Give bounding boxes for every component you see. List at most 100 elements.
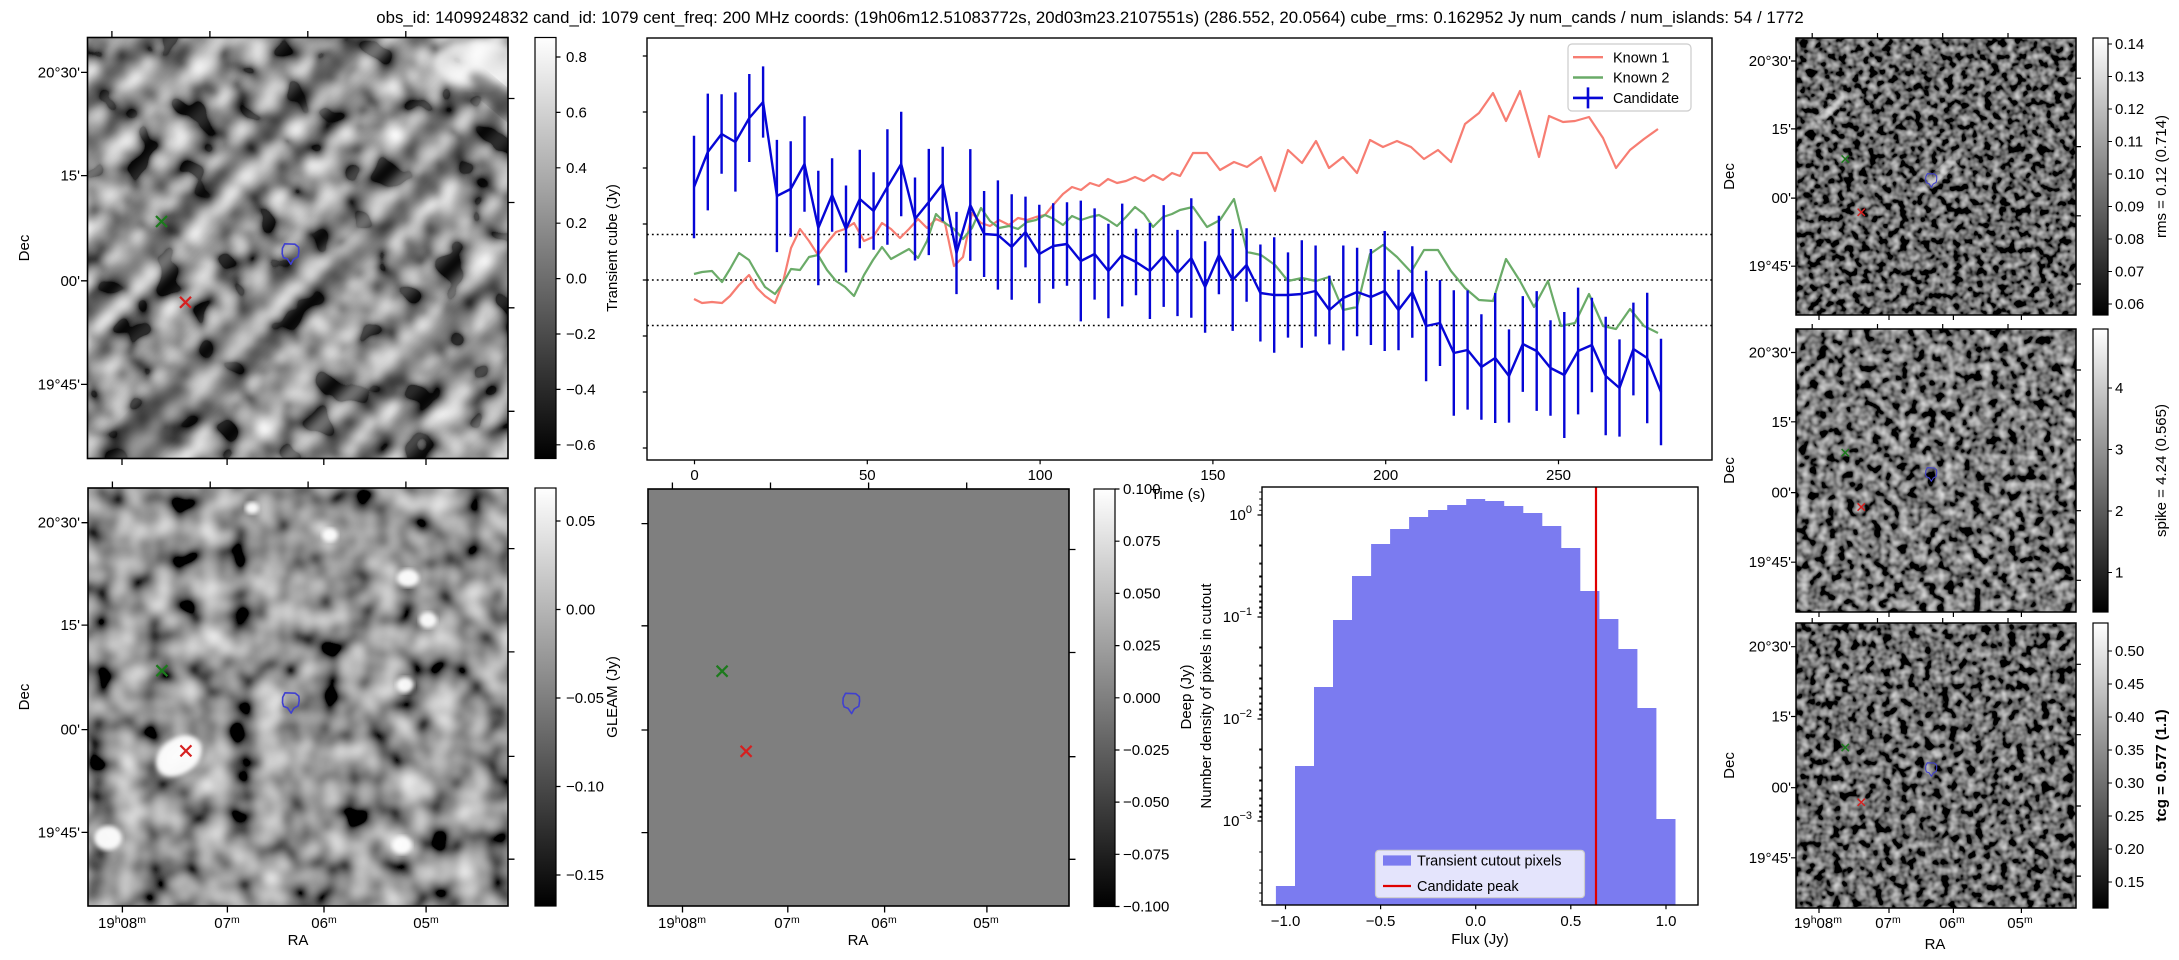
svg-text:−0.4: −0.4 bbox=[566, 381, 596, 398]
svg-text:RA: RA bbox=[288, 932, 309, 949]
svg-text:15': 15' bbox=[60, 168, 80, 185]
svg-text:19h08m: 19h08m bbox=[98, 914, 146, 932]
svg-text:0.50: 0.50 bbox=[2115, 643, 2144, 660]
svg-text:−0.5: −0.5 bbox=[1366, 913, 1396, 930]
svg-text:Transient cutout pixels: Transient cutout pixels bbox=[1417, 853, 1562, 869]
svg-text:Dec: Dec bbox=[1721, 457, 1738, 484]
svg-text:Dec: Dec bbox=[16, 234, 33, 261]
svg-text:Candidate: Candidate bbox=[1613, 91, 1679, 107]
svg-text:0.000: 0.000 bbox=[1123, 690, 1161, 707]
svg-text:0.4: 0.4 bbox=[566, 160, 587, 177]
svg-text:15': 15' bbox=[1771, 709, 1791, 726]
svg-text:−0.050: −0.050 bbox=[1123, 794, 1169, 811]
svg-text:0.10: 0.10 bbox=[2115, 166, 2144, 183]
svg-text:0.20: 0.20 bbox=[2115, 841, 2144, 858]
svg-text:Dec: Dec bbox=[16, 683, 33, 710]
svg-text:Dec: Dec bbox=[1721, 752, 1738, 779]
svg-text:0.13: 0.13 bbox=[2115, 69, 2144, 86]
svg-text:150: 150 bbox=[1200, 467, 1225, 484]
svg-text:19°45': 19°45' bbox=[1749, 258, 1791, 275]
svg-text:0.07: 0.07 bbox=[2115, 264, 2144, 281]
svg-text:−1.0: −1.0 bbox=[1271, 913, 1301, 930]
svg-text:−0.10: −0.10 bbox=[566, 779, 604, 796]
svg-text:Known 1: Known 1 bbox=[1613, 50, 1669, 66]
svg-text:Deep (Jy): Deep (Jy) bbox=[1178, 664, 1195, 729]
svg-text:00': 00' bbox=[1771, 190, 1791, 207]
svg-text:100: 100 bbox=[1028, 467, 1053, 484]
svg-text:Candidate peak: Candidate peak bbox=[1417, 879, 1519, 895]
svg-text:00': 00' bbox=[60, 273, 80, 290]
svg-text:4: 4 bbox=[2115, 380, 2123, 397]
svg-text:200: 200 bbox=[1373, 467, 1398, 484]
svg-text:1.0: 1.0 bbox=[1656, 913, 1677, 930]
svg-text:0.00: 0.00 bbox=[566, 602, 595, 619]
svg-text:0.2: 0.2 bbox=[566, 215, 587, 232]
svg-text:Dec: Dec bbox=[1721, 163, 1738, 190]
svg-text:0.025: 0.025 bbox=[1123, 638, 1161, 655]
svg-text:obs_id: 1409924832 cand_id: 10: obs_id: 1409924832 cand_id: 1079 cent_fr… bbox=[376, 8, 1803, 27]
svg-text:−0.15: −0.15 bbox=[566, 867, 604, 884]
svg-text:−0.025: −0.025 bbox=[1123, 742, 1169, 759]
svg-text:19°45': 19°45' bbox=[1749, 850, 1791, 867]
svg-text:20°30': 20°30' bbox=[38, 64, 80, 81]
svg-text:15': 15' bbox=[60, 617, 80, 634]
svg-text:50: 50 bbox=[859, 467, 876, 484]
svg-text:20°30': 20°30' bbox=[1749, 53, 1791, 70]
svg-text:20°30': 20°30' bbox=[1749, 345, 1791, 362]
svg-text:0.08: 0.08 bbox=[2115, 231, 2144, 248]
svg-text:Time (s): Time (s) bbox=[1151, 486, 1205, 503]
svg-text:15': 15' bbox=[1771, 121, 1791, 138]
svg-text:−0.075: −0.075 bbox=[1123, 846, 1169, 863]
svg-text:0.075: 0.075 bbox=[1123, 533, 1161, 550]
svg-text:0.0: 0.0 bbox=[1465, 913, 1486, 930]
svg-text:−0.6: −0.6 bbox=[566, 437, 596, 454]
svg-text:00': 00' bbox=[60, 722, 80, 739]
svg-text:0.15: 0.15 bbox=[2115, 874, 2144, 891]
svg-text:0.09: 0.09 bbox=[2115, 199, 2144, 216]
svg-text:00': 00' bbox=[1771, 485, 1791, 502]
svg-text:2: 2 bbox=[2115, 503, 2123, 520]
svg-text:RA: RA bbox=[1925, 936, 1946, 953]
svg-text:0.45: 0.45 bbox=[2115, 676, 2144, 693]
svg-text:−0.100: −0.100 bbox=[1123, 899, 1169, 916]
svg-text:19°45': 19°45' bbox=[38, 824, 80, 841]
svg-text:rms = 0.12 (0.714): rms = 0.12 (0.714) bbox=[2153, 115, 2170, 238]
svg-text:250: 250 bbox=[1546, 467, 1571, 484]
svg-text:tcg = 0.577 (1.1): tcg = 0.577 (1.1) bbox=[2153, 709, 2170, 821]
svg-text:19h08m: 19h08m bbox=[1794, 914, 1842, 932]
svg-text:0.40: 0.40 bbox=[2115, 709, 2144, 726]
svg-text:Known 2: Known 2 bbox=[1613, 71, 1669, 87]
svg-text:0.100: 0.100 bbox=[1123, 481, 1161, 498]
svg-text:15': 15' bbox=[1771, 414, 1791, 431]
svg-text:00': 00' bbox=[1771, 780, 1791, 797]
svg-text:0.25: 0.25 bbox=[2115, 808, 2144, 825]
svg-text:1: 1 bbox=[2115, 565, 2123, 582]
svg-text:RA: RA bbox=[848, 932, 869, 949]
svg-text:19°45': 19°45' bbox=[1749, 554, 1791, 571]
svg-text:0.050: 0.050 bbox=[1123, 585, 1161, 602]
svg-text:20°30': 20°30' bbox=[38, 515, 80, 532]
svg-text:0: 0 bbox=[690, 467, 698, 484]
svg-text:Transient cube (Jy): Transient cube (Jy) bbox=[604, 184, 621, 312]
svg-text:−0.05: −0.05 bbox=[566, 690, 604, 707]
svg-text:0.05: 0.05 bbox=[566, 513, 595, 530]
svg-text:0.6: 0.6 bbox=[566, 104, 587, 121]
svg-text:0.11: 0.11 bbox=[2115, 134, 2143, 151]
svg-text:Flux (Jy): Flux (Jy) bbox=[1451, 931, 1509, 948]
svg-text:0.30: 0.30 bbox=[2115, 775, 2144, 792]
svg-text:0.12: 0.12 bbox=[2115, 101, 2144, 118]
svg-text:0.06: 0.06 bbox=[2115, 296, 2144, 313]
svg-text:0.14: 0.14 bbox=[2115, 36, 2144, 53]
svg-text:0.35: 0.35 bbox=[2115, 742, 2144, 759]
svg-text:GLEAM (Jy): GLEAM (Jy) bbox=[604, 656, 621, 738]
svg-text:0.0: 0.0 bbox=[566, 271, 587, 288]
svg-text:3: 3 bbox=[2115, 442, 2123, 459]
svg-text:19°45': 19°45' bbox=[38, 376, 80, 393]
svg-text:−0.2: −0.2 bbox=[566, 326, 596, 343]
svg-text:19h08m: 19h08m bbox=[658, 914, 706, 932]
svg-text:spike = 4.24 (0.565): spike = 4.24 (0.565) bbox=[2153, 404, 2170, 537]
svg-text:20°30': 20°30' bbox=[1749, 639, 1791, 656]
svg-text:0.5: 0.5 bbox=[1560, 913, 1581, 930]
svg-text:Number density of pixels in cu: Number density of pixels in cutout bbox=[1198, 583, 1215, 809]
svg-text:0.8: 0.8 bbox=[566, 49, 587, 66]
